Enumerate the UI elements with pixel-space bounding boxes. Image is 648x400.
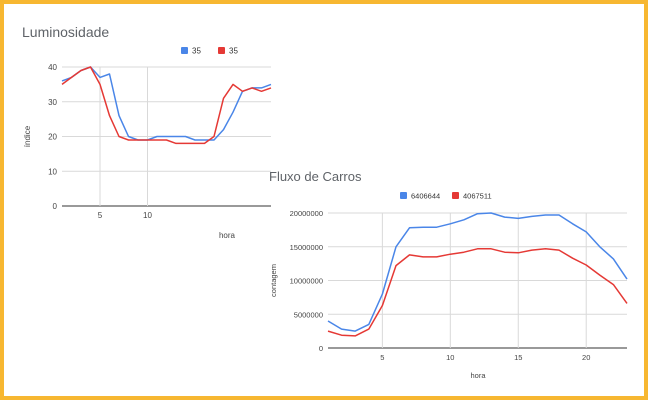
chart1-legend-0-label: 6406644: [411, 192, 440, 201]
chart1-xtick-label-1: 10: [446, 353, 454, 362]
chart0-xlabel: hora: [219, 231, 236, 240]
chart0-legend-0-label: 35: [192, 47, 201, 56]
chart1-ytick-label-2: 10000000: [290, 277, 323, 286]
chart1-ytick-label-4: 20000000: [290, 209, 323, 218]
chart0-xtick-label-1: 10: [143, 211, 152, 220]
chart1-xtick-label-3: 20: [582, 353, 590, 362]
chart1-xlabel: hora: [470, 371, 486, 380]
chart0-ytick-label-0: 0: [53, 202, 58, 211]
chart0-legend-1-label: 35: [229, 47, 238, 56]
chart1-ytick-label-0: 0: [319, 344, 323, 353]
chart-title-luminosidade: Luminosidade: [22, 24, 110, 40]
chart0-ytick-label-1: 10: [48, 167, 57, 176]
chart1-legend-1-swatch: [452, 192, 459, 199]
chart1-legend-1-label: 4067511: [463, 192, 492, 201]
chart1-series-0-line: [327, 212, 628, 332]
chart1-series-1-line: [327, 248, 628, 337]
chart0-ylabel: índice: [23, 125, 32, 147]
chart0-xtick-label-0: 5: [98, 211, 103, 220]
chart1-xtick-label-0: 5: [380, 353, 384, 362]
chart1-ylabel: contagem: [269, 264, 278, 297]
chart0-legend-1-swatch: [218, 47, 225, 54]
chart0-series-0-line: [61, 66, 272, 141]
chart1-ytick-label-3: 15000000: [290, 243, 323, 252]
chart0-ytick-label-2: 20: [48, 133, 57, 142]
chart0-ytick-label-3: 30: [48, 98, 57, 107]
chart1-xtick-label-2: 15: [514, 353, 522, 362]
chart1-legend-0-swatch: [400, 192, 407, 199]
chart0-legend-0-swatch: [181, 47, 188, 54]
chart-title-fluxo: Fluxo de Carros: [269, 169, 362, 184]
chart0-ytick-label-4: 40: [48, 63, 57, 72]
chart0-series-1-line: [61, 66, 272, 145]
chart1-ytick-label-1: 5000000: [294, 310, 323, 319]
